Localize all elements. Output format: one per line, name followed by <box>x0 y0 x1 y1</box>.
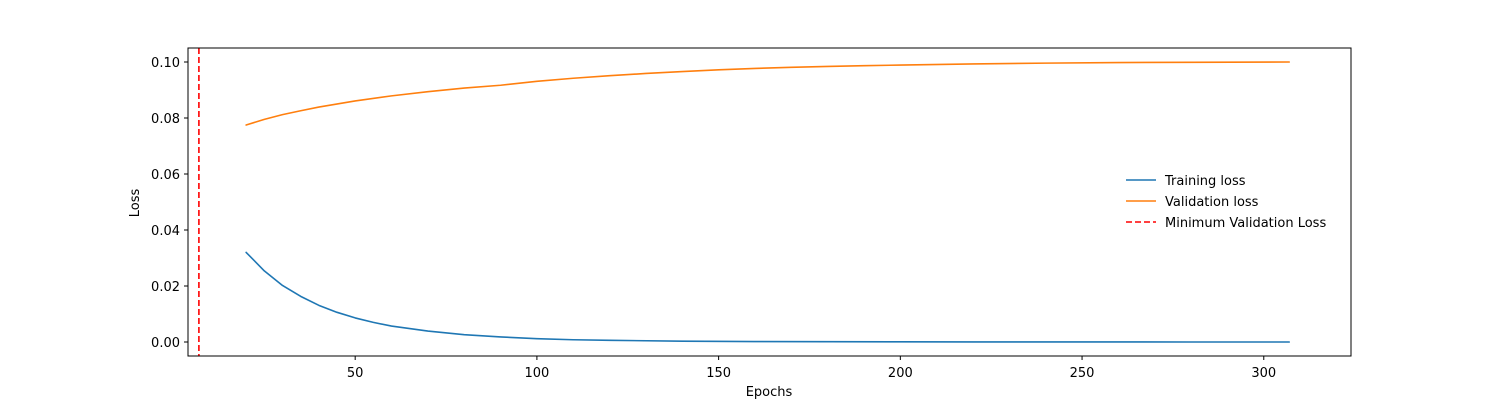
legend: Training loss Validation loss Minimum Vali… <box>1126 174 1326 231</box>
y-tick-label: 0.06 <box>151 168 180 183</box>
y-tick-label: 0.10 <box>151 56 180 71</box>
legend-label: Minimum Validation Loss <box>1165 216 1326 231</box>
x-tick-label: 150 <box>706 366 731 381</box>
y-axis: 0.00 0.02 0.04 0.06 0.08 0.10 <box>151 56 188 351</box>
y-tick-label: 0.02 <box>151 280 180 295</box>
plot-area <box>187 47 1352 357</box>
x-tick-label: 50 <box>347 366 364 381</box>
x-tick-label: 300 <box>1251 366 1276 381</box>
x-axis-label: Epochs <box>746 385 793 400</box>
y-axis-label: Loss <box>128 189 143 218</box>
y-tick-label: 0.04 <box>151 224 180 239</box>
plot-frame <box>187 47 1352 357</box>
y-tick-label: 0.08 <box>151 112 180 127</box>
y-tick-label: 0.00 <box>151 336 180 351</box>
series-layer <box>198 48 1291 356</box>
legend-label: Training loss <box>1164 174 1246 189</box>
series-line-training-loss <box>245 251 1291 343</box>
legend-label: Validation loss <box>1165 195 1259 210</box>
series-line-validation-loss <box>245 61 1291 126</box>
x-tick-label: 250 <box>1070 366 1095 381</box>
x-tick-label: 100 <box>524 366 549 381</box>
x-axis: 50 100 150 200 250 300 <box>347 356 1276 381</box>
x-tick-label: 200 <box>888 366 913 381</box>
